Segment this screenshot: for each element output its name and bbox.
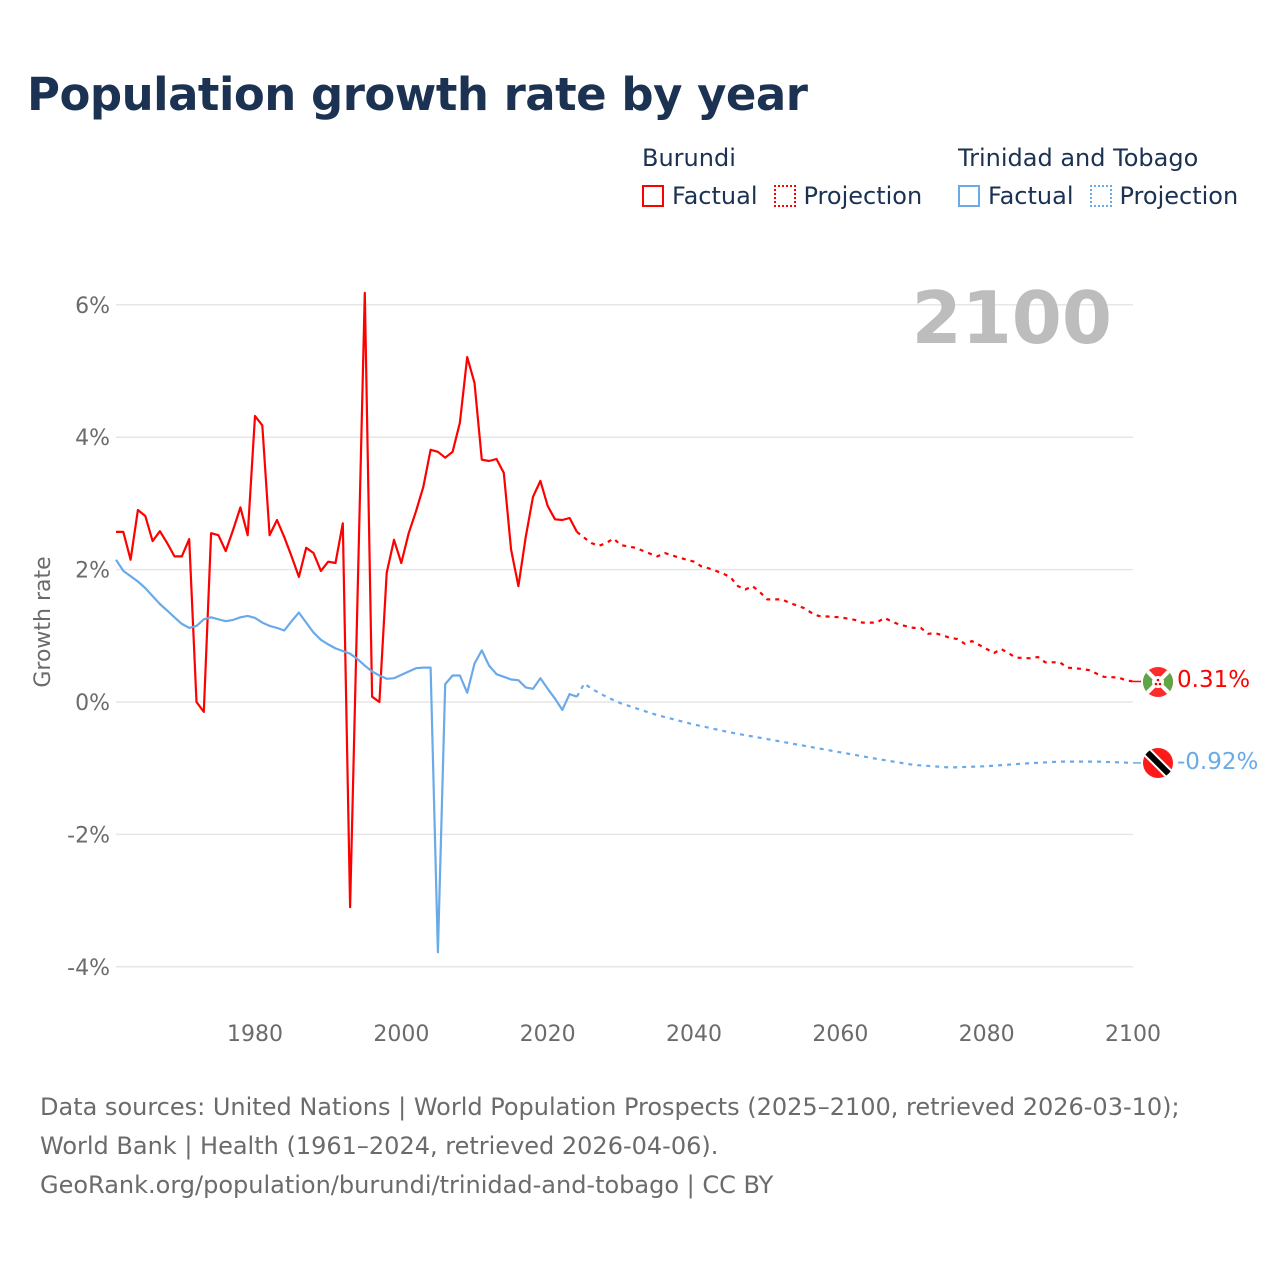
series-line-factual-0 [116,291,578,909]
y-tick-label: 4% [75,426,110,451]
series-line-factual-1 [115,559,578,954]
legend-group-title: Trinidad and Tobago [958,144,1199,172]
legend-swatch-solid [642,185,664,207]
legend-group-title: Burundi [642,144,736,172]
legend-group-trinidad: Trinidad and Tobago Factual Projection [958,144,1254,210]
legend-swatch-solid [958,185,980,207]
burundi-end-label: 0.31% [1177,667,1250,693]
legend-burundi-factual[interactable]: Factual [642,182,758,210]
x-tick-label: 2060 [812,1022,868,1047]
series-line-projection-0 [576,531,1134,683]
legend-label: Factual [672,182,758,210]
legend-trinidad-factual[interactable]: Factual [958,182,1074,210]
y-tick-label: 2% [75,559,110,584]
data-sources: Data sources: United Nations | World Pop… [40,1093,1180,1160]
burundi-flag-icon [1143,667,1173,697]
x-tick-label: 2000 [373,1022,429,1047]
x-tick-label: 2100 [1105,1022,1161,1047]
x-tick-label: 1980 [227,1022,283,1047]
y-axis-label: Growth rate [31,556,56,687]
trinidad-end-label: -0.92% [1177,749,1258,775]
legend-label: Projection [1119,182,1239,210]
y-tick-label: -4% [67,956,110,981]
legend-swatch-dotted [1089,185,1112,207]
legend-trinidad-projection[interactable]: Projection [1089,182,1239,210]
chart-title: Population growth rate by year [27,68,808,121]
y-tick-label: 0% [75,691,110,716]
x-tick-label: 2080 [959,1022,1015,1047]
legend-group-burundi: Burundi Factual Projection [642,144,938,210]
y-tick-label: -2% [67,823,110,848]
line-chart: 6% 4% 2% 0% -2% -4% 1980 2000 2020 2040 2060 2080 21… [31,276,1258,1047]
y-tick-label: 6% [75,294,110,319]
legend-swatch-dotted [773,185,796,207]
legend-label: Projection [803,182,923,210]
trinidad-and-tobago-flag-icon [1143,748,1173,778]
legend-burundi-projection[interactable]: Projection [773,182,923,210]
series-line-projection-1 [575,681,1134,769]
x-tick-label: 2040 [666,1022,722,1047]
x-tick-label: 2020 [520,1022,576,1047]
year-watermark: 2100 [912,276,1112,360]
footer: Data sources: United Nations | World Pop… [40,1088,1240,1205]
legend-label: Factual [988,182,1074,210]
credit-link[interactable]: GeoRank.org/population/burundi/trinidad-… [40,1171,774,1199]
